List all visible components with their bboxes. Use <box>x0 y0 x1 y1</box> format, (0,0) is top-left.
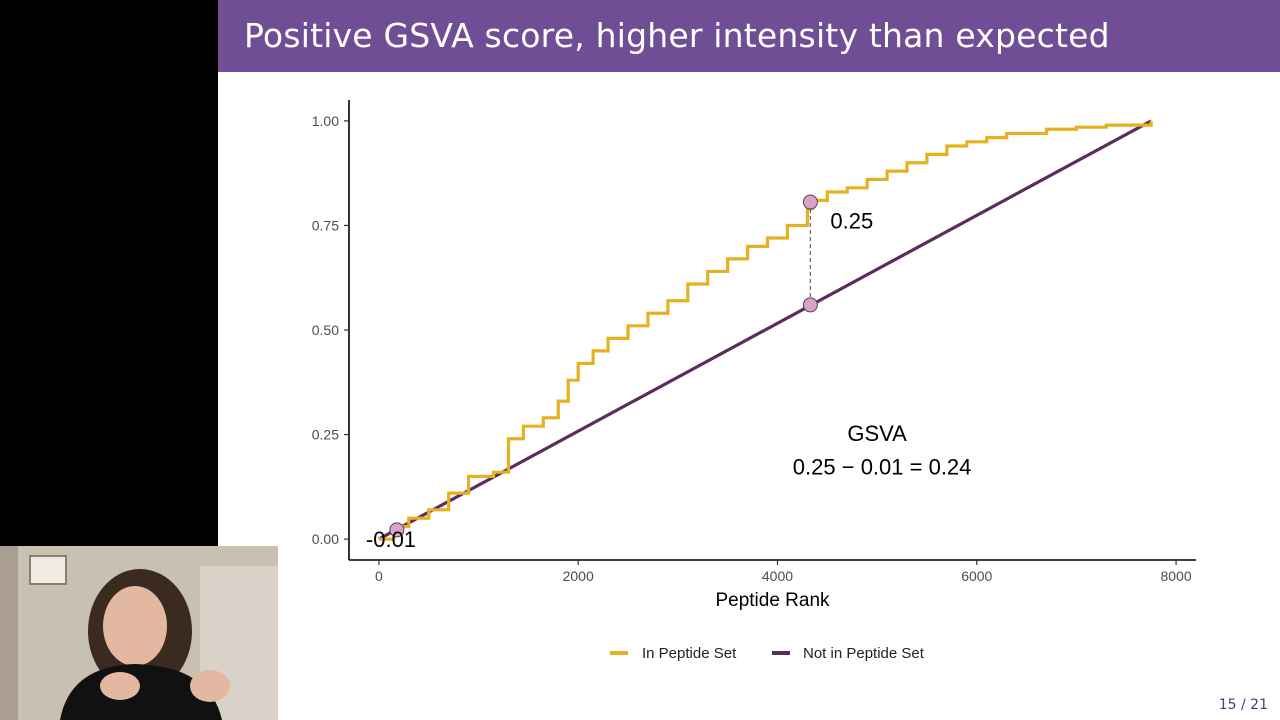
max-marker-in-set <box>802 194 818 210</box>
legend-label-not-in-peptide-set: Not in Peptide Set <box>803 645 925 662</box>
difference-markers <box>389 194 818 538</box>
x-axis-title: Peptide Rank <box>715 590 830 611</box>
presenter-webcam <box>0 546 278 720</box>
y-tick-label: 0.00 <box>312 531 339 547</box>
x-tick-label: 0 <box>375 568 383 584</box>
x-tick-label: 6000 <box>961 568 992 584</box>
y-tick-label: 0.50 <box>312 322 339 338</box>
x-tick-label: 2000 <box>563 568 594 584</box>
min-marker <box>389 522 405 538</box>
legend-label-in-peptide-set: In Peptide Set <box>642 645 737 662</box>
max-difference-label: 0.25 <box>830 208 873 233</box>
x-tick-label: 8000 <box>1160 568 1191 584</box>
y-tick-label: 0.75 <box>312 217 339 233</box>
max-marker-not-in-set <box>802 297 818 313</box>
black-panel <box>0 0 218 546</box>
slide-title: Positive GSVA score, higher intensity th… <box>244 16 1110 55</box>
page-number: 15 / 21 <box>1218 697 1268 713</box>
presenter-video-image <box>0 546 278 720</box>
y-tick-label: 1.00 <box>312 113 339 129</box>
gsva-chart: 0.00 0.25 0.50 0.75 1.00 0 2000 4000 6000 8000 0… <box>312 100 1196 662</box>
x-axis-ticks: 0 2000 4000 6000 8000 <box>375 560 1192 584</box>
gsva-formula-annotation: 0.25 − 0.01 = 0.24 <box>793 454 972 479</box>
min-difference-label: -0.01 <box>366 527 416 552</box>
y-axis-ticks: 0.00 0.25 0.50 0.75 1.00 <box>312 113 349 547</box>
y-tick-label: 0.25 <box>312 427 339 443</box>
gsva-title-annotation: GSVA <box>847 421 907 446</box>
title-bar: Positive GSVA score, higher intensity th… <box>218 0 1280 72</box>
legend: In Peptide Set Not in Peptide Set <box>610 645 925 662</box>
x-tick-label: 4000 <box>762 568 793 584</box>
series-line-in-peptide-set <box>378 120 1153 541</box>
